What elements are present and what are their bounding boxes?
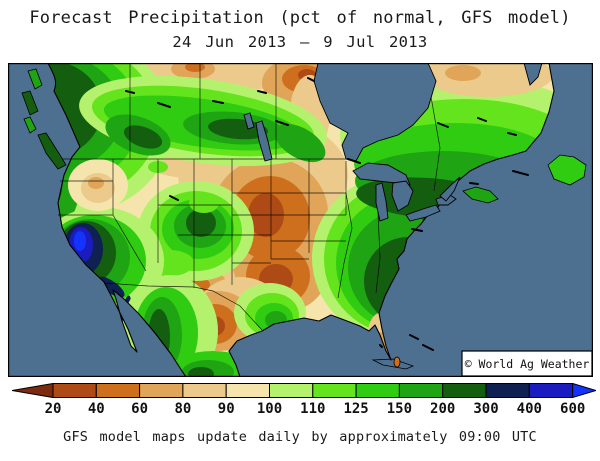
forecast-map: © World Ag Weather <box>8 63 593 377</box>
colorbar-segment <box>269 383 314 398</box>
state-borders-vertical <box>112 159 347 288</box>
lake-erie <box>405 204 441 222</box>
colorbar-segment <box>52 383 97 398</box>
colorbar-segment <box>182 383 227 398</box>
region-canada-band-arm <box>274 123 326 163</box>
colorbar-segment <box>225 383 270 398</box>
colorbar-label: 40 <box>88 401 105 417</box>
alaska-panhandle-island2 <box>21 90 39 116</box>
borders <box>58 63 441 331</box>
colorbar-label: 400 <box>517 401 542 417</box>
lake-huron <box>391 180 414 212</box>
colorbar-segment <box>95 383 141 398</box>
small-lake-1 <box>243 112 255 130</box>
region-california-extreme <box>74 231 86 251</box>
inland-water <box>243 63 543 222</box>
coastline <box>47 63 555 377</box>
colorbar-labels: 20 40 60 80 90 100 110 125 150 200 300 4… <box>45 401 586 417</box>
state-borders-horizontal <box>58 180 346 264</box>
colorbar-label: 100 <box>257 401 282 417</box>
lake-superior <box>352 162 411 186</box>
region-canada-band-dark1 <box>123 125 163 149</box>
colorbar-label: 90 <box>218 401 235 417</box>
province-borders <box>129 63 441 192</box>
haida-gwaii <box>23 116 37 134</box>
colorbar-segment <box>442 383 487 398</box>
region-wyoming-lime <box>189 193 219 213</box>
colorbar-segment <box>485 383 530 398</box>
colorbar-label: 600 <box>560 401 585 417</box>
lake-winnipeg <box>255 120 273 162</box>
hudson-bay <box>313 63 437 162</box>
islands <box>21 68 587 370</box>
stlawrence-river <box>439 176 461 202</box>
colorbar-right-arrow <box>572 382 596 399</box>
cuba-outline <box>371 358 415 370</box>
page-title: Forecast Precipitation (pct of normal, G… <box>29 8 571 28</box>
colorbar-label: 200 <box>430 401 455 417</box>
colorbar-label: 300 <box>473 401 498 417</box>
region-fourcorners-dark <box>186 209 216 237</box>
colorbar-left-arrow <box>12 382 54 399</box>
alaska-panhandle-island1 <box>27 68 43 90</box>
region-smexico-dark <box>188 367 214 377</box>
map-canvas: © World Ag Weather <box>8 63 593 377</box>
copyright-text: © World Ag Weather <box>465 357 590 371</box>
colorbar <box>12 382 596 399</box>
copyright-box: © World Ag Weather <box>461 350 593 377</box>
colorbar-label: 60 <box>131 401 148 417</box>
colorbar-segment <box>312 383 357 398</box>
nova-scotia <box>462 186 499 204</box>
ungava-bay <box>523 63 543 86</box>
bahamas-orange-speck <box>393 356 401 368</box>
newfoundland <box>547 154 587 186</box>
lake-michigan <box>375 182 389 222</box>
state-borders-east <box>337 192 381 299</box>
lake-okeechobee <box>379 344 383 348</box>
map-frame <box>8 63 593 377</box>
colorbar-label: 110 <box>300 401 325 417</box>
colorbar-segment <box>398 383 444 398</box>
color-scale: 20 40 60 80 90 100 110 125 150 200 300 4… <box>12 382 596 418</box>
lake-specks <box>125 77 529 351</box>
colorbar-segment <box>528 383 574 398</box>
colorbar-segment <box>355 383 400 398</box>
update-note: GFS model maps update daily by approxima… <box>63 429 537 445</box>
region-columbia-orange <box>88 177 104 189</box>
colorbar-canvas: 20 40 60 80 90 100 110 125 150 200 300 4… <box>12 382 596 417</box>
colorbar-label: 125 <box>343 401 368 417</box>
region-ungava-orange <box>445 65 481 81</box>
vancouver-island <box>37 132 67 170</box>
colorbar-label: 20 <box>45 401 62 417</box>
date-range: 24 Jun 2013 – 9 Jul 2013 <box>172 33 428 51</box>
us-mexico-border <box>103 282 263 331</box>
colorbar-label: 150 <box>387 401 412 417</box>
colorbar-label: 80 <box>174 401 191 417</box>
colorbar-segment <box>139 383 184 398</box>
specks-path <box>125 77 529 351</box>
